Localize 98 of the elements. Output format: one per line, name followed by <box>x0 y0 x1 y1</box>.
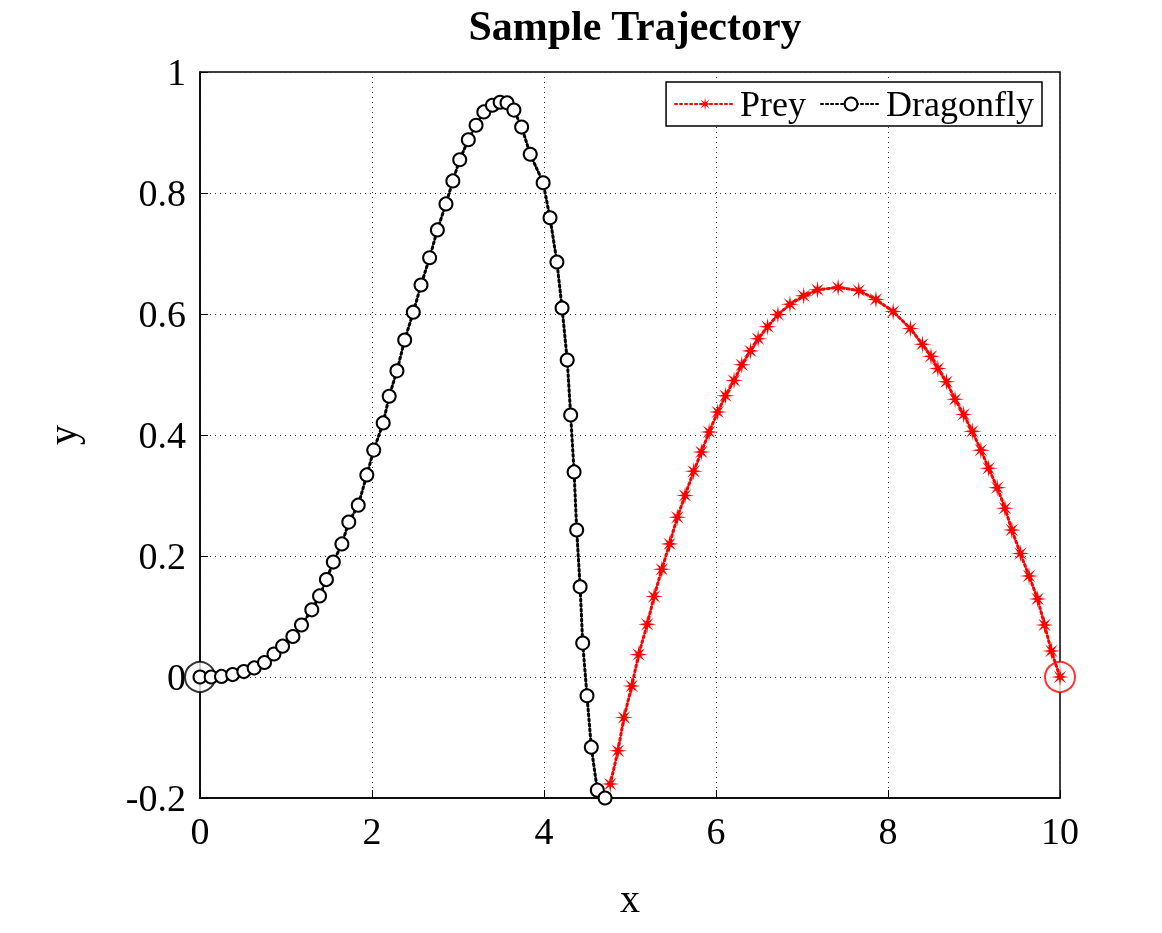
point <box>597 790 613 806</box>
x-axis-title: x <box>620 875 640 921</box>
point <box>569 522 585 538</box>
point <box>460 132 476 148</box>
point <box>413 277 429 293</box>
point <box>535 175 551 191</box>
point <box>937 372 956 391</box>
x-tick-label: 4 <box>534 810 554 852</box>
point <box>438 196 454 212</box>
x-tick-label: 10 <box>1041 810 1079 852</box>
point <box>884 302 903 321</box>
point <box>506 102 522 118</box>
point <box>808 280 827 299</box>
y-tick-label: 0.4 <box>138 414 186 456</box>
y-axis-title: y <box>39 425 85 445</box>
point <box>275 638 291 654</box>
point <box>971 441 990 460</box>
point <box>988 478 1007 497</box>
point <box>359 467 375 483</box>
chart-title: Sample Trajectory <box>468 3 802 49</box>
point <box>829 278 848 297</box>
point <box>1035 615 1054 634</box>
point <box>716 386 735 405</box>
point <box>468 117 484 133</box>
point <box>452 152 468 168</box>
point <box>318 572 334 588</box>
point <box>794 286 813 305</box>
point <box>325 554 341 570</box>
point <box>341 514 357 530</box>
legend-label: Dragonfly <box>886 84 1035 124</box>
point <box>684 462 703 481</box>
point <box>668 508 687 527</box>
x-tick-label: 2 <box>362 810 382 852</box>
point <box>963 422 982 441</box>
point <box>979 459 998 478</box>
point <box>375 415 391 431</box>
point <box>257 654 272 670</box>
point <box>638 615 657 634</box>
point <box>1028 589 1047 608</box>
point <box>422 250 438 266</box>
point <box>954 405 973 424</box>
point <box>725 371 744 390</box>
point <box>614 708 633 727</box>
point <box>397 332 413 348</box>
point <box>381 388 397 404</box>
point <box>554 300 570 316</box>
point <box>522 146 538 162</box>
point <box>629 645 648 664</box>
y-tick-label: 0.8 <box>138 172 186 214</box>
point <box>780 295 799 314</box>
point <box>389 363 405 379</box>
point <box>514 119 530 135</box>
point <box>946 390 965 409</box>
point <box>566 464 582 480</box>
point <box>652 560 671 579</box>
point <box>312 588 328 604</box>
legend-label: Prey <box>740 84 807 124</box>
point <box>645 587 664 606</box>
point <box>741 341 760 360</box>
x-tick-label: 8 <box>878 810 898 852</box>
point <box>692 442 711 461</box>
point <box>1011 544 1030 563</box>
point <box>549 254 565 270</box>
point <box>572 579 588 595</box>
point <box>563 407 579 423</box>
point <box>304 602 320 618</box>
point <box>768 305 787 324</box>
y-tick-label: 0.2 <box>138 535 186 577</box>
y-tick-label: -0.2 <box>125 777 186 819</box>
point <box>901 319 920 338</box>
point <box>575 635 591 651</box>
point <box>293 617 309 633</box>
point <box>559 352 575 368</box>
point <box>601 775 620 794</box>
point <box>928 359 947 378</box>
point <box>334 536 350 552</box>
point <box>285 628 301 644</box>
y-tick-label: 0.6 <box>138 293 186 335</box>
y-tick-label: 1 <box>167 51 186 93</box>
point <box>849 281 868 300</box>
point <box>622 677 641 696</box>
point <box>660 534 679 553</box>
point <box>866 290 885 309</box>
point <box>583 739 599 755</box>
point <box>749 329 768 348</box>
point <box>542 210 558 226</box>
y-tick-label: 0 <box>167 656 186 698</box>
point <box>913 335 932 354</box>
x-tick-label: 6 <box>706 810 726 852</box>
point <box>350 497 366 513</box>
point <box>366 442 382 458</box>
point <box>405 304 421 320</box>
point <box>429 222 445 238</box>
point <box>758 317 777 336</box>
point <box>225 667 241 683</box>
point <box>445 173 461 189</box>
point <box>579 688 595 704</box>
point <box>732 355 751 374</box>
